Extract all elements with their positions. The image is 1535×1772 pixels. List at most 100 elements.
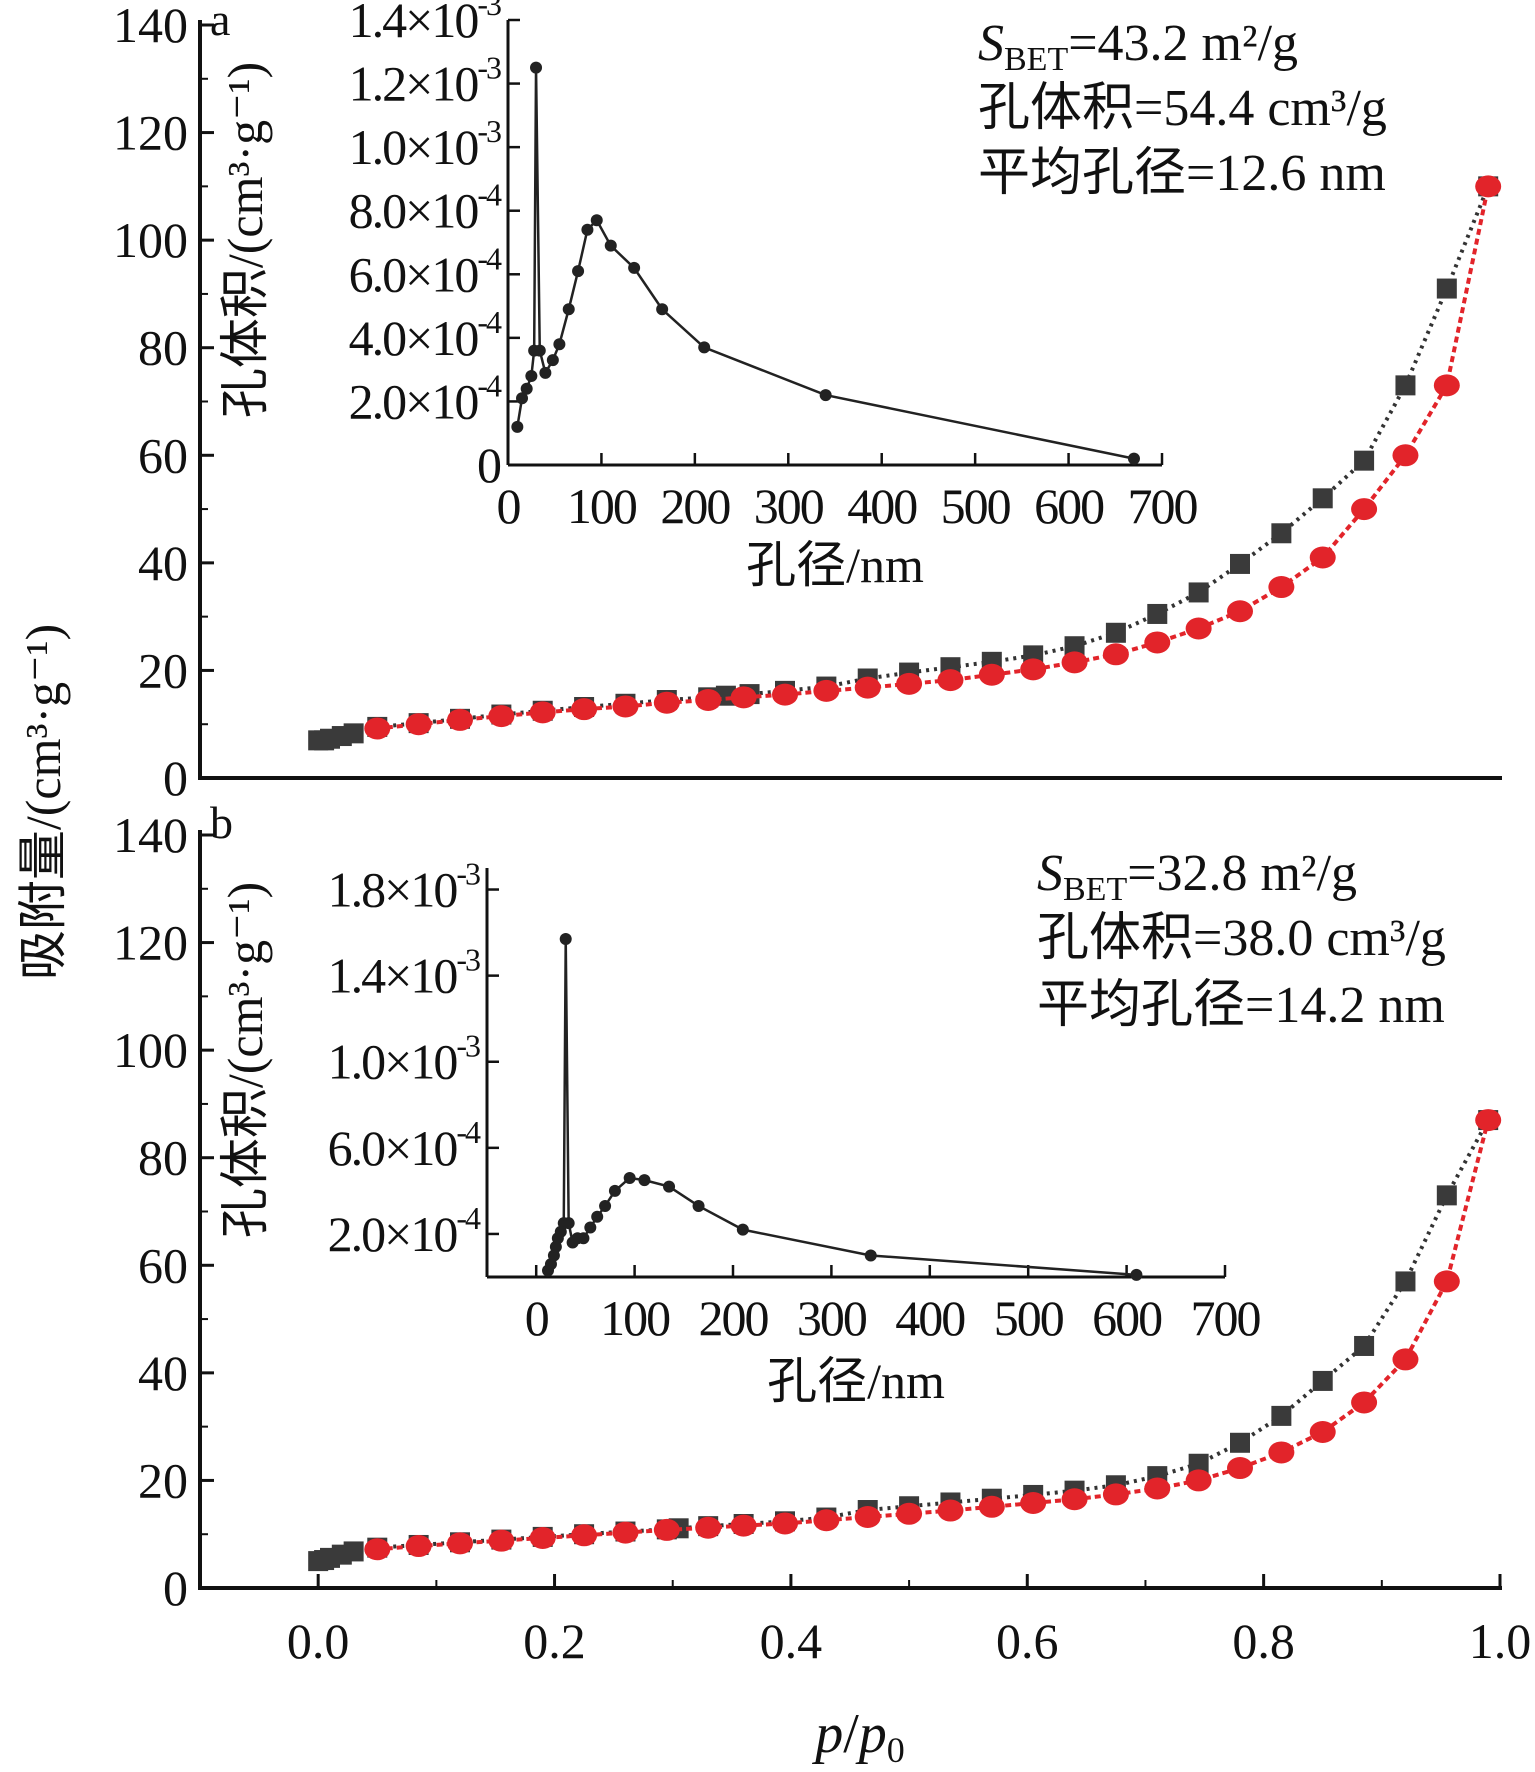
desorption-point bbox=[1188, 582, 1209, 603]
adsorption-point bbox=[612, 695, 639, 718]
inset-x-tick-label: 100 bbox=[600, 1290, 670, 1346]
adsorption-point bbox=[1268, 576, 1295, 599]
inset-point bbox=[864, 1249, 877, 1262]
adsorption-point bbox=[571, 1524, 598, 1547]
x-label-p: p bbox=[811, 1703, 843, 1765]
inset-point bbox=[604, 239, 617, 252]
desorption-point bbox=[1105, 622, 1126, 643]
panel-b: 0 20 40 60 80 100 120 140 0.0 0.2 0.4 0.6 0.8 1.0 b SBE… bbox=[113, 797, 1531, 1669]
inset-y-tick-label: 1.4×10-3 bbox=[349, 0, 501, 48]
inset-y-tick-label: 2.0×10-4 bbox=[349, 367, 502, 429]
y-tick-label: 60 bbox=[138, 427, 188, 483]
adsorption-point bbox=[343, 1541, 364, 1562]
inset-x-tick-label: 300 bbox=[797, 1290, 867, 1346]
inset-y-tick-exponent: -4 bbox=[456, 1200, 481, 1236]
adsorption-point bbox=[653, 691, 680, 714]
adsorption-point bbox=[447, 1532, 473, 1555]
desorption-point bbox=[1312, 488, 1333, 509]
adsorption-point bbox=[1351, 498, 1378, 521]
adsorption-point bbox=[772, 683, 798, 706]
desorption-point bbox=[1271, 523, 1292, 544]
y-tick-label: 20 bbox=[138, 642, 188, 698]
sbet-symbol: S bbox=[1037, 845, 1063, 902]
adsorption-point bbox=[1268, 1441, 1295, 1464]
inset-x-tick-label: 100 bbox=[567, 478, 637, 534]
inset-point bbox=[584, 1221, 597, 1234]
y-tick-label: 40 bbox=[138, 1345, 188, 1401]
inset-y-tick-exponent: -4 bbox=[477, 240, 502, 276]
inset-point bbox=[736, 1223, 749, 1236]
inset-y-tick-mantissa: 1.4×10 bbox=[328, 948, 458, 1004]
inset-point bbox=[511, 420, 524, 433]
inset-point bbox=[562, 1217, 575, 1230]
mean-pore-diameter-annotation: 平均孔径=12.6 nm bbox=[978, 145, 1386, 202]
adsorption-point bbox=[695, 689, 722, 712]
adsorption-point bbox=[1392, 444, 1419, 467]
x-tick-label: 1.0 bbox=[1469, 1613, 1532, 1669]
adsorption-point bbox=[1185, 1469, 1212, 1492]
y-tick-label: 0 bbox=[163, 1560, 188, 1616]
inset-x-tick-label: 700 bbox=[1128, 478, 1198, 534]
desorption-point bbox=[1354, 1335, 1375, 1356]
adsorption-point bbox=[730, 1514, 757, 1537]
y-tick-label: 100 bbox=[113, 212, 188, 268]
adsorption-point bbox=[1020, 658, 1047, 681]
inset-point bbox=[533, 344, 546, 357]
adsorption-point bbox=[1475, 1109, 1502, 1132]
adsorption-point bbox=[937, 669, 964, 692]
sbet-value: =32.8 m²/g bbox=[1127, 845, 1357, 902]
adsorption-point bbox=[1351, 1391, 1378, 1414]
inset-x-tick-label: 700 bbox=[1191, 1290, 1261, 1346]
inset-point bbox=[591, 1210, 604, 1223]
inset-y-tick-mantissa: 0 bbox=[477, 437, 501, 493]
adsorption-point bbox=[1433, 1270, 1460, 1293]
inset-x-tick-label: 600 bbox=[1034, 478, 1104, 534]
inset-point bbox=[698, 341, 711, 354]
y-tick-label: 140 bbox=[113, 807, 188, 863]
inset-y-tick-exponent: -3 bbox=[456, 856, 480, 892]
inset-point bbox=[516, 392, 529, 405]
inset-x-tick-label: 200 bbox=[660, 478, 730, 534]
inset-y-tick-exponent: -4 bbox=[477, 304, 502, 340]
desorption-line bbox=[377, 185, 1491, 729]
x-tick-label: 0.6 bbox=[996, 1613, 1059, 1669]
inset-y-tick-mantissa: 6.0×10 bbox=[328, 1120, 458, 1176]
desorption-point bbox=[1188, 1453, 1209, 1474]
adsorption-point bbox=[529, 701, 556, 724]
inset-point bbox=[692, 1199, 705, 1212]
inset-point bbox=[656, 303, 669, 316]
inset-b: 0 100 200 300 400 500 600 7002.0×10-46.0×10-41.… bbox=[217, 856, 1263, 1409]
y-tick-label: 80 bbox=[138, 320, 188, 376]
desorption-point bbox=[1230, 1432, 1250, 1453]
inset-y-tick-mantissa: 8.0×10 bbox=[349, 183, 479, 239]
inset-y-tick-label: 2.0×10-4 bbox=[328, 1200, 481, 1262]
adsorption-point bbox=[364, 717, 391, 740]
inset-x-axis-label: 孔径/nm bbox=[746, 537, 924, 593]
main-y-axis-label: 吸附量/(cm³·g⁻¹) bbox=[15, 624, 71, 980]
inset-y-tick-label: 1.4×10-3 bbox=[328, 942, 480, 1004]
inset-y-tick-exponent: -4 bbox=[477, 177, 502, 213]
inset-y-tick-label: 1.2×10-3 bbox=[349, 50, 501, 112]
inset-y-tick-exponent: -3 bbox=[477, 50, 501, 86]
adsorption-point bbox=[695, 1516, 722, 1539]
inset-y-tick-label: 1.0×10-3 bbox=[328, 1028, 480, 1090]
adsorption-point bbox=[571, 698, 598, 721]
sbet-value: =43.2 m²/g bbox=[1068, 15, 1298, 72]
sbet-annotation: SBET=43.2 m²/g bbox=[978, 15, 1298, 78]
inset-y-tick-label: 0 bbox=[477, 437, 501, 493]
desorption-point bbox=[1395, 1271, 1416, 1292]
panel-label: a bbox=[210, 0, 230, 45]
x-tick-label: 0.0 bbox=[287, 1613, 350, 1669]
sbet-symbol: S bbox=[978, 15, 1004, 72]
inset-x-axis-label: 孔径/nm bbox=[767, 1353, 945, 1409]
inset-point bbox=[539, 366, 552, 379]
inset-point bbox=[577, 1232, 590, 1245]
inset-y-tick-label: 8.0×10-4 bbox=[349, 177, 502, 239]
x-label-p0-subscript: 0 bbox=[887, 1730, 905, 1770]
adsorption-point bbox=[1020, 1492, 1047, 1515]
inset-x-tick-label: 200 bbox=[699, 1290, 769, 1346]
inset-y-tick-exponent: -3 bbox=[477, 0, 501, 22]
